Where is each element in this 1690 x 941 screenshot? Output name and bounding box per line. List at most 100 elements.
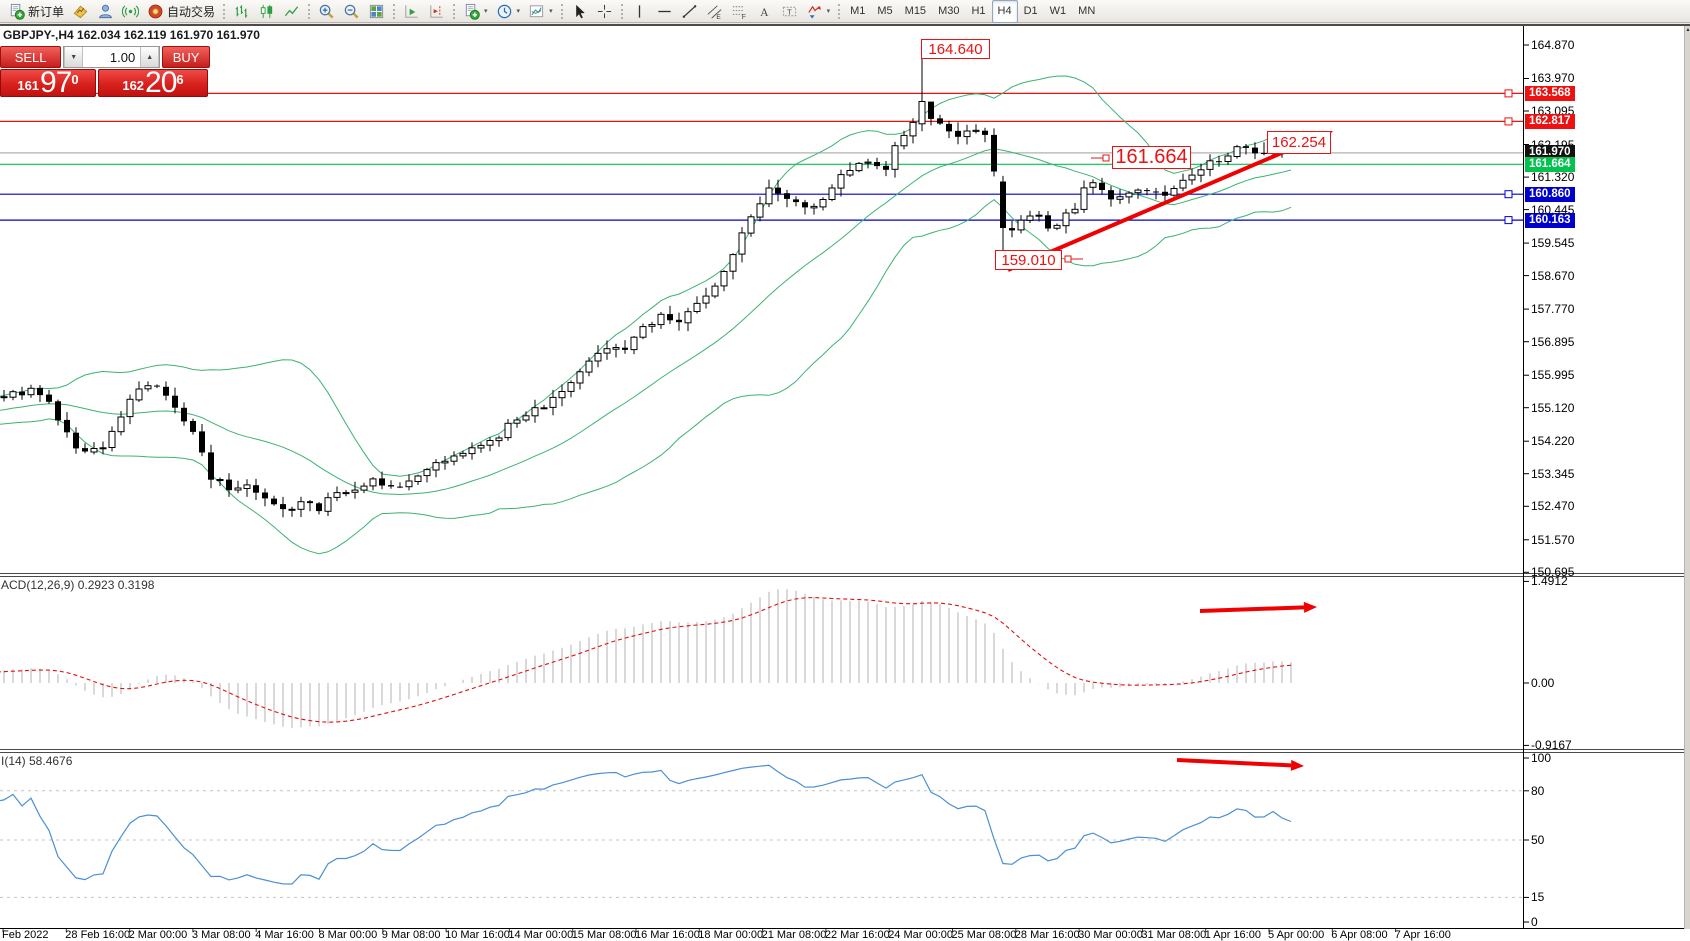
chevron-down-icon[interactable]: ▾: [549, 8, 553, 15]
toolbar-separator: [453, 3, 456, 19]
text-icon[interactable]: A: [752, 1, 777, 22]
new-order-icon[interactable]: 新订单: [4, 1, 68, 22]
macd-axis-tick: 0.00: [1531, 676, 1555, 690]
sell-price-tile[interactable]: 161 97 0: [0, 66, 96, 99]
y-axis-tick: 151.570: [1531, 532, 1575, 547]
x-axis-label: 10 Mar 16:00: [445, 929, 510, 941]
macd-indicator-label: ACD(12,26,9) 0.2923 0.3198: [1, 578, 155, 592]
toolbar-separator: [308, 3, 311, 19]
timeframe-W1-button[interactable]: W1: [1049, 5, 1067, 17]
chevron-down-icon[interactable]: ▾: [516, 8, 521, 15]
auto-trading-icon[interactable]: 自动交易: [143, 1, 219, 22]
timeframe-M15-button[interactable]: M15: [904, 5, 927, 17]
auto-scroll-icon[interactable]: [399, 1, 424, 22]
price-annotation[interactable]: 159.010: [995, 250, 1062, 270]
y-axis-tick: 152.470: [1531, 499, 1575, 514]
x-axis-label: 7 Apr 16:00: [1394, 929, 1451, 941]
y-axis-tick: 159.545: [1531, 236, 1575, 251]
horizontal-line-icon[interactable]: [652, 1, 677, 22]
x-axis-label: 9 Mar 08:00: [381, 929, 441, 941]
line-chart-icon[interactable]: [279, 1, 304, 22]
x-axis-label: 6 Apr 08:00: [1331, 929, 1388, 941]
sell-price-sup: 0: [71, 72, 79, 87]
price-annotation[interactable]: 162.254: [1267, 131, 1331, 154]
y-axis-tick: 156.895: [1531, 334, 1575, 349]
arrows-icon[interactable]: ▾: [802, 1, 835, 22]
x-axis-label: 22 Mar 16:00: [824, 929, 890, 941]
volume-input[interactable]: 1.00: [109, 50, 136, 65]
periods-icon[interactable]: ▾: [492, 1, 525, 22]
svg-text:E: E: [716, 14, 721, 20]
timeframe-MN-button[interactable]: MN: [1078, 5, 1096, 17]
x-axis-label: 25 Mar 08:00: [951, 929, 1017, 941]
toolbar-separator: [560, 3, 563, 19]
price-tag: 161.970: [1525, 145, 1575, 161]
y-axis-tick: 153.345: [1531, 466, 1575, 481]
y-axis-tick: 155.120: [1531, 400, 1575, 415]
rsi-axis-tick: 100: [1531, 751, 1552, 765]
x-axis-label: 28 Mar 16:00: [1014, 929, 1080, 941]
zoom-out-icon[interactable]: [339, 1, 364, 22]
y-axis-tick: 157.770: [1531, 302, 1575, 317]
equidistant-channel-icon[interactable]: E: [702, 1, 727, 22]
profile-icon[interactable]: [93, 1, 118, 22]
toolbar-separator: [223, 3, 226, 19]
templates-icon[interactable]: ▾: [524, 1, 557, 22]
chevron-down-icon[interactable]: ▾: [826, 8, 831, 15]
toolbar: 新订单 自动交易 ▾ ▾ ▾ E F A T ▾ M1 M5 M15 M30 H1 H4 D1 W1 MN: [0, 0, 1690, 23]
tile-windows-icon[interactable]: [364, 1, 389, 22]
crosshair-icon[interactable]: [592, 1, 617, 22]
y-axis-tick: 150.695: [1531, 565, 1575, 580]
scroll-up-icon[interactable]: ▲: [1685, 27, 1690, 33]
vertical-line-icon[interactable]: [627, 1, 652, 22]
timeframe-H4-button[interactable]: H4: [991, 0, 1018, 23]
y-axis-tick: 163.970: [1531, 71, 1575, 86]
timeframe-D1-button[interactable]: D1: [1023, 5, 1038, 17]
timeframe-M1-button[interactable]: M1: [850, 5, 866, 17]
candlestick-chart-icon[interactable]: [254, 1, 279, 22]
x-axis-label: 14 Mar 00:00: [508, 929, 574, 941]
buy-price-tile[interactable]: 162 20 6: [98, 68, 208, 98]
chart-shift-icon[interactable]: [424, 1, 449, 22]
price-annotation[interactable]: 161.664: [1112, 146, 1191, 169]
sell-price-big: 97: [40, 66, 72, 99]
x-axis-label: 4 Mar 16:00: [255, 929, 314, 941]
y-axis-tick: 154.220: [1531, 434, 1575, 449]
fibonacci-icon[interactable]: F: [727, 1, 752, 22]
x-axis-label: 28 Feb 16:00: [65, 929, 131, 941]
trendline-icon[interactable]: [677, 1, 702, 22]
x-axis-label: 18 Mar 00:00: [698, 929, 764, 941]
macd-axis-tick: 1.4912: [1531, 574, 1568, 589]
timeframe-H1-button[interactable]: H1: [971, 5, 986, 17]
x-axis-label: 2 Mar 00:00: [128, 929, 188, 941]
price-annotation[interactable]: 164.640: [921, 39, 990, 59]
rsi-axis-tick: 50: [1531, 833, 1545, 847]
price-tag: 160.860: [1525, 186, 1575, 202]
toolbar-separator: [620, 3, 623, 19]
bar-chart-icon[interactable]: [229, 1, 254, 22]
quotes-chart-icon[interactable]: [68, 1, 93, 22]
volume-up-icon[interactable]: ▲: [140, 47, 160, 67]
volume-down-icon[interactable]: ▼: [64, 47, 84, 67]
zoom-in-icon[interactable]: [314, 1, 339, 22]
rsi-axis-tick: 15: [1531, 890, 1545, 905]
buy-button[interactable]: BUY: [162, 46, 210, 68]
indicators-icon[interactable]: ▾: [459, 1, 492, 22]
right-scroll-strip[interactable]: ▲: [1684, 26, 1690, 929]
timeframe-M5-button[interactable]: M5: [877, 5, 893, 17]
chevron-down-icon[interactable]: ▾: [484, 8, 488, 15]
text-label-icon[interactable]: T: [777, 1, 802, 22]
x-axis-label: 8 Mar 00:00: [318, 929, 378, 941]
timeframe-M30-button[interactable]: M30: [938, 5, 960, 17]
market-signal-icon[interactable]: [118, 1, 143, 22]
x-axis-label: Feb 2022: [2, 929, 49, 941]
buy-price-sup: 6: [176, 72, 184, 87]
sell-button[interactable]: SELL: [0, 46, 62, 68]
cursor-icon[interactable]: [567, 1, 592, 22]
x-axis-label: 3 Mar 08:00: [191, 929, 251, 941]
price-tag: 160.163: [1525, 212, 1575, 228]
rsi-indicator-label: I(14) 58.4676: [1, 754, 73, 768]
sell-price-prefix: 161: [17, 78, 40, 93]
